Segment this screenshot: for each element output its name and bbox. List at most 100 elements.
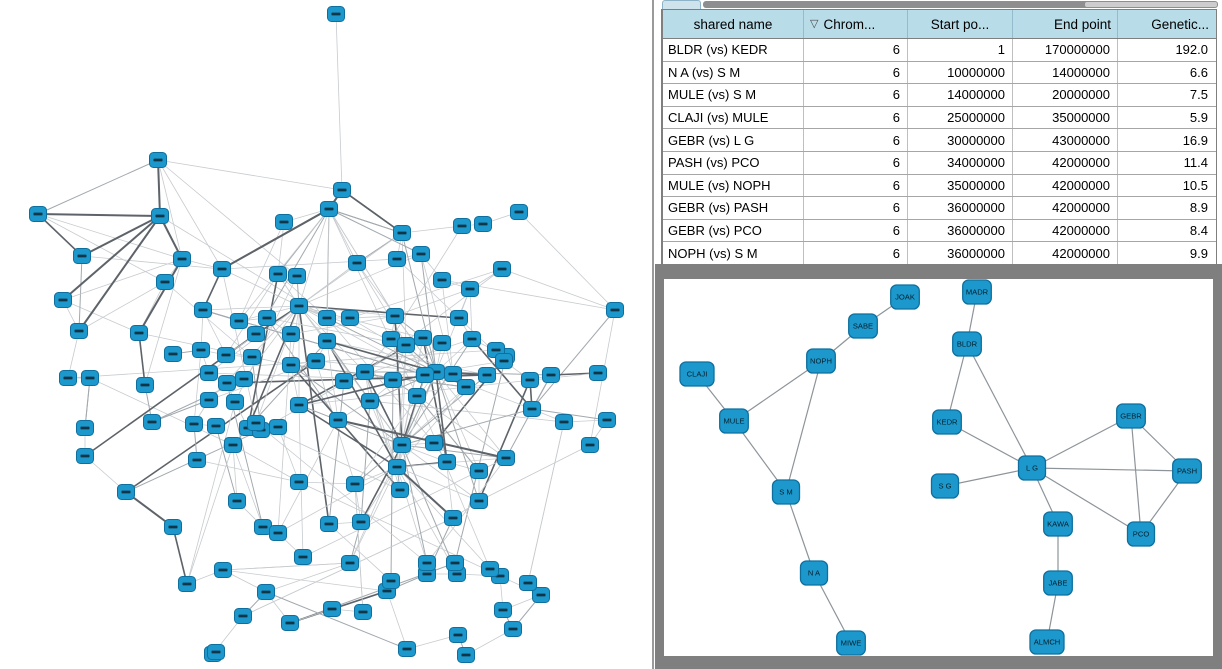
main-network-view[interactable] <box>0 0 652 669</box>
network-node[interactable]: PASH <box>1172 458 1202 484</box>
table-cell[interactable]: MULE (vs) S M <box>663 84 804 106</box>
table-cell[interactable]: GEBR (vs) PASH <box>663 197 804 219</box>
table-cell[interactable]: 7.5 <box>1189 87 1208 103</box>
table-cell[interactable]: 1 <box>908 39 1013 61</box>
table-cell[interactable]: 35000000 <box>908 174 1013 197</box>
table-cell[interactable]: 42000000 <box>1013 219 1118 242</box>
network-node[interactable]: S G <box>930 473 960 499</box>
network-edge[interactable] <box>944 467 1033 487</box>
table-cell[interactable]: 11.4 <box>1183 155 1208 171</box>
table-cell[interactable]: 9.9 <box>1189 246 1208 262</box>
network-edge[interactable] <box>1031 467 1142 535</box>
network-edge[interactable] <box>1031 467 1188 472</box>
table-cell[interactable]: 14000000 <box>1013 61 1118 84</box>
network-edge[interactable] <box>785 491 815 574</box>
table-cell[interactable]: 6 <box>804 129 908 151</box>
table-cell[interactable]: 30000000 <box>908 129 1013 151</box>
table-cell[interactable]: 42000000 <box>1013 242 1118 265</box>
table-cell[interactable]: 6 <box>804 39 908 61</box>
network-node[interactable]: BLDR <box>952 331 982 357</box>
table-cell[interactable]: GEBR (vs) L G <box>663 129 804 151</box>
table-cell[interactable]: 10000000 <box>908 61 1013 84</box>
table-row[interactable]: BLDR (vs) KEDR 6 1 170000000 192.0 <box>663 39 1216 62</box>
table-cell[interactable]: 6 <box>804 174 908 197</box>
network-edge[interactable] <box>733 360 822 422</box>
table-cell[interactable]: 16.9 <box>1182 132 1208 148</box>
network-node[interactable]: MADR <box>962 279 992 305</box>
table-cell[interactable]: 6 <box>804 84 908 106</box>
table-cell[interactable]: MULE (vs) NOPH <box>663 174 804 197</box>
table-cell[interactable]: 6 <box>804 151 908 174</box>
table-cell[interactable]: 10.5 <box>1182 177 1208 193</box>
table-tab[interactable] <box>662 0 701 9</box>
table-cell[interactable]: 20000000 <box>1013 84 1118 106</box>
subnetwork-view[interactable]: JOAK MADR SABE BLDR NOPH CLAJI MULE KEDR GEBR L G… <box>655 264 1222 669</box>
table-cell[interactable]: 42000000 <box>1013 151 1118 174</box>
table-row[interactable]: MULE (vs) S M 6 14000000 20000000 7.5 <box>663 84 1216 107</box>
table-cell[interactable]: 170000000 <box>1013 39 1118 61</box>
table-cell[interactable]: 25000000 <box>908 106 1013 129</box>
table-cell[interactable]: 42000000 <box>1013 197 1118 219</box>
network-node[interactable]: NOPH <box>806 348 836 374</box>
filter-icon[interactable]: ▽ <box>810 17 819 30</box>
table-cell[interactable]: 34000000 <box>908 151 1013 174</box>
table-cell[interactable]: 8.9 <box>1189 200 1208 216</box>
table-row[interactable]: GEBR (vs) PCO 6 36000000 42000000 8.4 <box>663 219 1216 243</box>
table-cell[interactable]: 36000000 <box>908 219 1013 242</box>
table-cell[interactable]: 6 <box>804 197 908 219</box>
table-cell[interactable]: 192.0 <box>1175 42 1208 58</box>
horizontal-scrollbar[interactable] <box>703 1 1218 8</box>
network-node[interactable]: CLAJI <box>679 361 715 387</box>
network-node[interactable]: JABE <box>1043 570 1073 596</box>
table-cell[interactable]: 36000000 <box>908 242 1013 265</box>
network-edge[interactable] <box>1130 415 1142 535</box>
table-cell[interactable]: BLDR (vs) KEDR <box>663 39 804 61</box>
column-header-chromosome[interactable]: ▽ Chrom... <box>804 10 908 38</box>
network-edge[interactable] <box>966 343 1033 469</box>
table-row[interactable]: NOPH (vs) S M 6 36000000 42000000 9.9 <box>663 242 1216 265</box>
network-node[interactable]: MIWE <box>836 630 866 656</box>
network-node[interactable]: KAWA <box>1043 511 1073 537</box>
table-cell[interactable]: 6.6 <box>1189 64 1208 80</box>
table-cell[interactable]: PASH (vs) PCO <box>663 151 804 174</box>
network-node[interactable]: L G <box>1017 455 1047 481</box>
network-node[interactable]: MULE <box>719 408 749 434</box>
table-cell[interactable]: GEBR (vs) PCO <box>663 219 804 242</box>
column-header-end-point[interactable]: End point <box>1013 10 1118 38</box>
table-cell[interactable]: 42000000 <box>1013 174 1118 197</box>
table-cell[interactable]: CLAJI (vs) MULE <box>663 106 804 129</box>
network-node[interactable]: JOAK <box>890 284 920 310</box>
network-node[interactable]: KEDR <box>932 409 962 435</box>
horizontal-scrollbar-thumb[interactable] <box>1085 2 1217 7</box>
table-cell[interactable]: 43000000 <box>1013 129 1118 151</box>
table-cell[interactable]: 6 <box>804 106 908 129</box>
table-cell[interactable]: 14000000 <box>908 84 1013 106</box>
network-edge[interactable] <box>946 343 968 423</box>
table-cell[interactable]: 8.4 <box>1189 223 1208 239</box>
table-row[interactable]: GEBR (vs) PASH 6 36000000 42000000 8.9 <box>663 197 1216 220</box>
table-row[interactable]: PASH (vs) PCO 6 34000000 42000000 11.4 <box>663 151 1216 175</box>
table-cell[interactable]: 6 <box>804 242 908 265</box>
table-cell[interactable]: 6 <box>804 219 908 242</box>
table-cell[interactable]: 6 <box>804 61 908 84</box>
network-node[interactable]: PCO <box>1126 521 1156 547</box>
network-edge[interactable] <box>785 360 822 493</box>
table-cell[interactable]: N A (vs) S M <box>663 61 804 84</box>
table-row[interactable]: GEBR (vs) L G 6 30000000 43000000 16.9 <box>663 129 1216 152</box>
table-cell[interactable]: NOPH (vs) S M <box>663 242 804 265</box>
panel-divider[interactable] <box>652 0 654 669</box>
table-row[interactable]: CLAJI (vs) MULE 6 25000000 35000000 5.9 <box>663 106 1216 130</box>
network-node[interactable]: S M <box>771 479 801 505</box>
table-row[interactable]: MULE (vs) NOPH 6 35000000 42000000 10.5 <box>663 174 1216 198</box>
network-edge[interactable] <box>1031 415 1132 469</box>
network-node[interactable]: GEBR <box>1116 403 1146 429</box>
table-row[interactable]: N A (vs) S M 6 10000000 14000000 6.6 <box>663 61 1216 85</box>
table-cell[interactable]: 5.9 <box>1189 110 1208 126</box>
network-node[interactable]: N A <box>799 560 829 586</box>
network-node[interactable]: SABE <box>848 313 878 339</box>
column-header-genetic[interactable]: Genetic... <box>1118 10 1215 38</box>
network-node[interactable]: ALMCH <box>1029 629 1065 655</box>
column-header-shared-name[interactable]: shared name <box>663 10 804 38</box>
table-cell[interactable]: 36000000 <box>908 197 1013 219</box>
column-header-start-point[interactable]: Start po... <box>908 10 1013 38</box>
